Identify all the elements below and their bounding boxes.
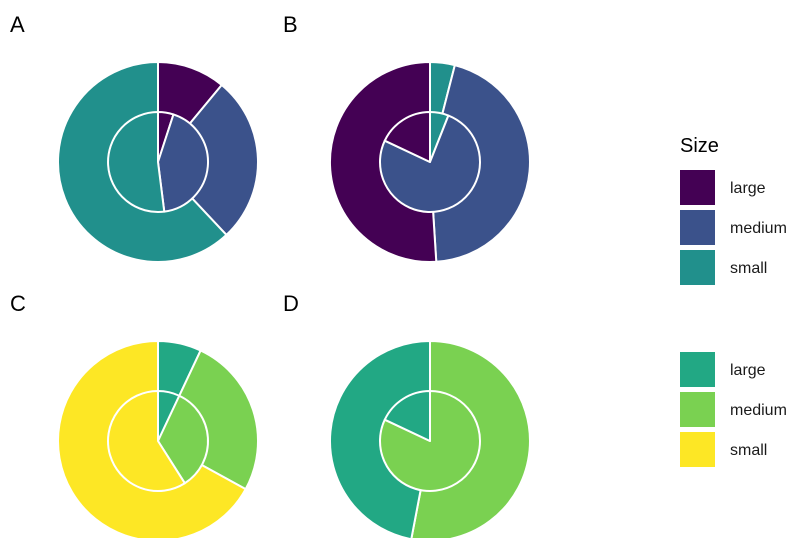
legend-label-small: small xyxy=(730,260,767,277)
legend-swatch-medium xyxy=(680,210,715,245)
legend-swatch-small xyxy=(680,250,715,285)
legend-label-medium: medium xyxy=(730,402,787,419)
inner-slice-medium xyxy=(157,113,209,213)
legend-swatch-large xyxy=(680,352,715,387)
panel-label: A xyxy=(10,12,25,37)
legend-swatch-small xyxy=(680,432,715,467)
inner-slice-small xyxy=(107,390,186,492)
legend-size: Size large medium small xyxy=(680,135,787,285)
legend-label-large: large xyxy=(730,180,766,197)
legend-swatch-medium xyxy=(680,392,715,427)
legend-label-medium: medium xyxy=(730,220,787,237)
panel-label: B xyxy=(283,12,298,37)
inner-slice-large xyxy=(383,111,431,163)
panel-a: A xyxy=(10,12,259,263)
inner-slice-medium xyxy=(379,114,481,213)
panel-label: D xyxy=(283,291,299,316)
inner-slice-small xyxy=(107,111,166,213)
inner-slice-medium xyxy=(157,394,209,485)
legend-secondary: large medium small xyxy=(680,352,787,467)
legend-swatch-large xyxy=(680,170,715,205)
inner-slice-large xyxy=(383,390,431,442)
legend-label-small: small xyxy=(730,442,767,459)
panel-label: C xyxy=(10,291,26,316)
legend-label-large: large xyxy=(730,362,766,379)
legend-title: Size xyxy=(680,135,719,157)
panel-d: D xyxy=(283,291,531,538)
panel-c: C xyxy=(10,291,259,538)
panel-b: B xyxy=(283,12,531,263)
